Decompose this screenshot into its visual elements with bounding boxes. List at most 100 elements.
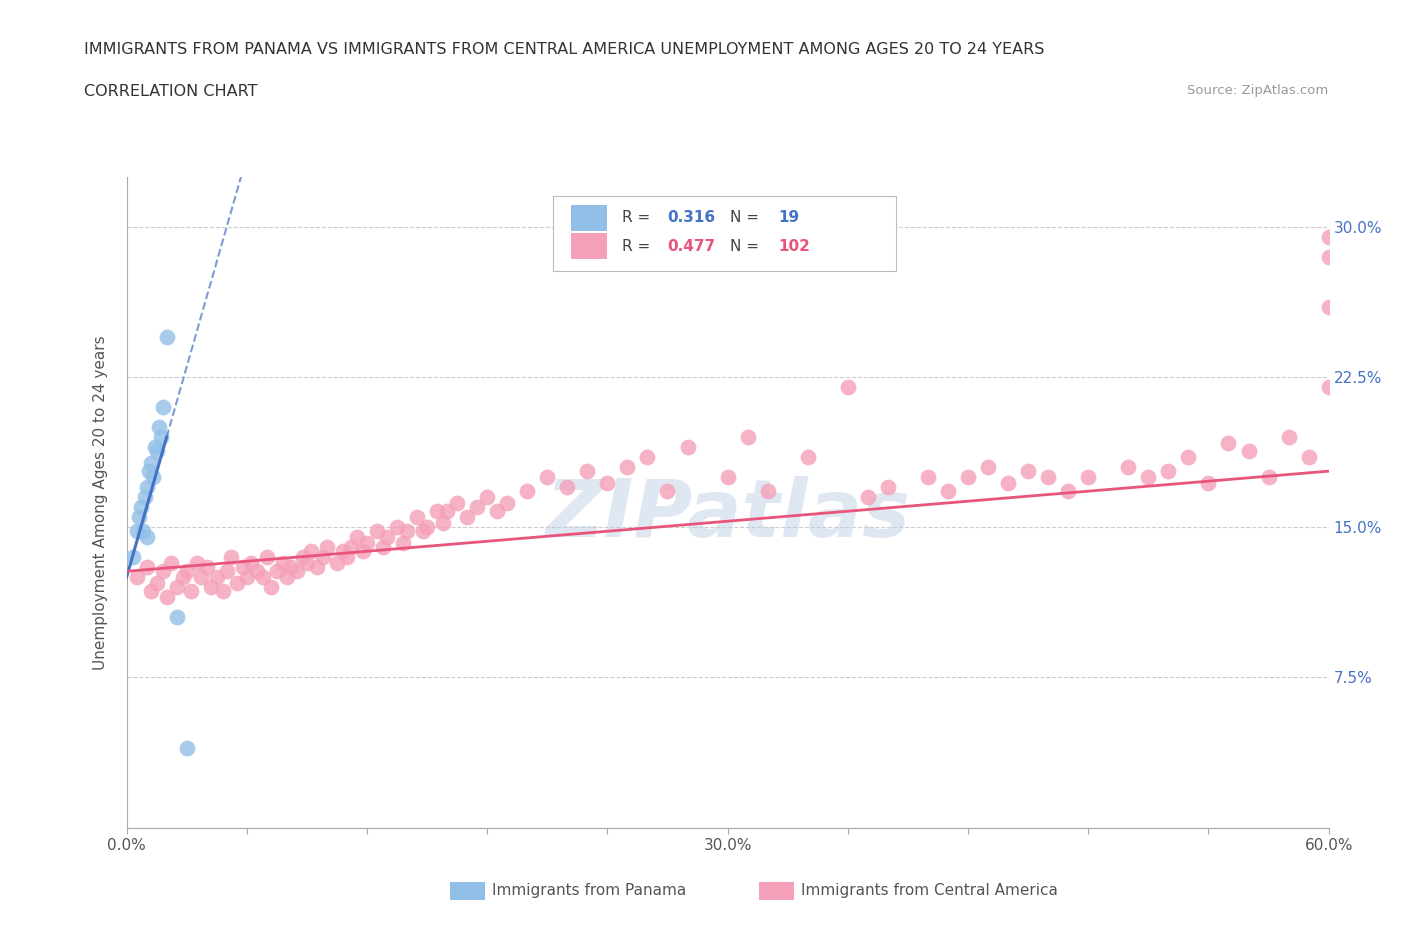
- Point: [315, 539, 337, 554]
- Point: [280, 560, 302, 575]
- Point: [135, 480, 157, 495]
- Point: [676, 440, 699, 455]
- Point: [135, 560, 157, 575]
- Point: [1077, 470, 1099, 485]
- Point: [536, 470, 558, 485]
- Point: [385, 520, 408, 535]
- Point: [432, 516, 454, 531]
- Point: [1157, 464, 1180, 479]
- Point: [1198, 476, 1220, 491]
- Point: [371, 539, 394, 554]
- Point: [837, 379, 859, 394]
- Point: [299, 544, 322, 559]
- Point: [149, 430, 172, 445]
- Text: ZIPatlas: ZIPatlas: [546, 476, 910, 554]
- Point: [235, 570, 259, 585]
- Text: Source: ZipAtlas.com: Source: ZipAtlas.com: [1188, 84, 1329, 97]
- Point: [936, 484, 959, 498]
- Point: [159, 556, 181, 571]
- Point: [166, 610, 188, 625]
- Text: 0.477: 0.477: [668, 239, 716, 254]
- Text: N =: N =: [730, 210, 763, 225]
- Point: [143, 440, 166, 455]
- Text: 19: 19: [778, 210, 799, 225]
- Point: [1237, 444, 1260, 458]
- Point: [1298, 450, 1320, 465]
- Point: [139, 584, 162, 599]
- Point: [346, 530, 368, 545]
- Point: [138, 464, 160, 479]
- Point: [997, 476, 1019, 491]
- Point: [877, 480, 900, 495]
- Point: [412, 524, 434, 538]
- Point: [486, 504, 509, 519]
- FancyBboxPatch shape: [554, 196, 896, 272]
- Text: R =: R =: [621, 239, 655, 254]
- Point: [332, 544, 354, 559]
- Point: [219, 550, 242, 565]
- Point: [131, 524, 153, 538]
- Point: [205, 570, 228, 585]
- Point: [285, 564, 308, 578]
- Point: [266, 564, 288, 578]
- Point: [246, 564, 269, 578]
- Point: [134, 490, 156, 505]
- Point: [215, 564, 238, 578]
- Point: [737, 430, 759, 445]
- Point: [260, 580, 283, 595]
- Point: [516, 484, 538, 498]
- Point: [1277, 430, 1299, 445]
- Bar: [571, 233, 607, 259]
- Point: [446, 496, 468, 511]
- Point: [616, 459, 638, 474]
- Point: [239, 556, 262, 571]
- Point: [252, 570, 274, 585]
- Point: [186, 556, 208, 571]
- Point: [176, 564, 198, 578]
- Point: [1038, 470, 1060, 485]
- Point: [176, 740, 198, 755]
- Point: [416, 520, 439, 535]
- Point: [596, 476, 619, 491]
- Point: [172, 570, 194, 585]
- Point: [1257, 470, 1279, 485]
- Point: [456, 510, 478, 525]
- Bar: [571, 205, 607, 231]
- Point: [128, 510, 150, 525]
- Point: [406, 510, 429, 525]
- Point: [1317, 379, 1340, 394]
- Point: [796, 450, 818, 465]
- Point: [125, 570, 148, 585]
- Point: [121, 550, 143, 565]
- Text: 102: 102: [778, 239, 810, 254]
- Point: [856, 490, 879, 505]
- Point: [295, 556, 318, 571]
- Point: [271, 556, 294, 571]
- Point: [152, 564, 174, 578]
- Point: [256, 550, 278, 565]
- Point: [291, 550, 314, 565]
- Point: [426, 504, 449, 519]
- Point: [125, 524, 148, 538]
- Point: [148, 419, 170, 434]
- Point: [1017, 464, 1039, 479]
- Point: [190, 570, 212, 585]
- Point: [436, 504, 458, 519]
- Point: [200, 580, 222, 595]
- Point: [305, 560, 328, 575]
- Point: [139, 456, 162, 471]
- Point: [145, 444, 167, 458]
- Point: [225, 576, 247, 591]
- Point: [276, 570, 298, 585]
- Point: [155, 590, 177, 604]
- Point: [1218, 435, 1240, 450]
- Point: [1137, 470, 1160, 485]
- Point: [366, 524, 388, 538]
- Point: [496, 496, 519, 511]
- Point: [152, 400, 174, 415]
- Point: [312, 550, 335, 565]
- Point: [129, 499, 152, 514]
- Point: [166, 580, 188, 595]
- Text: R =: R =: [621, 210, 655, 225]
- Point: [956, 470, 979, 485]
